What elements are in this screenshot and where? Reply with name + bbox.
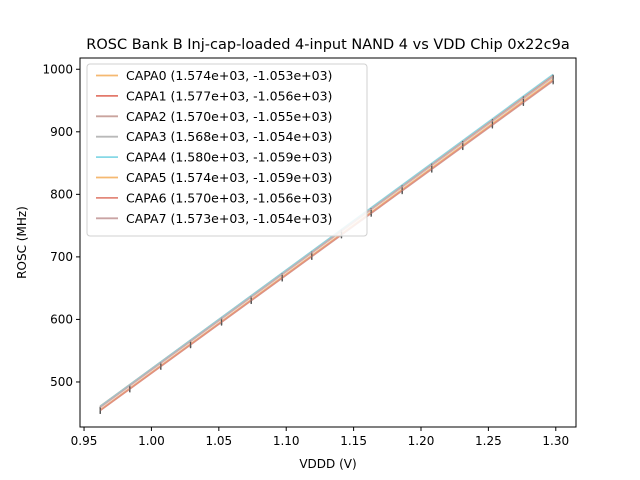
x-tick-label: 1.20	[408, 434, 435, 448]
legend-entry-capa1: CAPA1 (1.577e+03, -1.056e+03)	[96, 88, 332, 103]
series-line	[99, 79, 554, 412]
series-layer	[99, 73, 554, 414]
legend-label: CAPA7 (1.573e+03, -1.054e+03)	[126, 211, 332, 226]
y-tick-label: 800	[50, 187, 73, 201]
y-axis-label: ROSC (MHz)	[15, 206, 29, 279]
legend-entry-capa5: CAPA5 (1.574e+03, -1.059e+03)	[96, 170, 332, 185]
series-line	[99, 76, 554, 409]
legend-entry-capa2: CAPA2 (1.570e+03, -1.055e+03)	[96, 109, 332, 124]
y-axis: 500 600 700 800 900 1000	[42, 62, 80, 389]
y-tick-label: 500	[50, 375, 73, 389]
legend-label: CAPA1 (1.577e+03, -1.056e+03)	[126, 88, 332, 103]
x-tick-label: 0.95	[71, 434, 98, 448]
legend-entry-capa3: CAPA3 (1.568e+03, -1.054e+03)	[96, 129, 332, 144]
chart-title: ROSC Bank B Inj-cap-loaded 4-input NAND …	[86, 37, 569, 53]
x-tick-label: 1.05	[205, 434, 232, 448]
x-tick-label: 1.00	[138, 434, 165, 448]
x-axis-label: VDDD (V)	[299, 457, 356, 471]
x-axis: 0.95 1.00 1.05 1.10 1.15 1.20 1.25 1.30	[71, 427, 569, 448]
legend-label: CAPA3 (1.568e+03, -1.054e+03)	[126, 129, 332, 144]
y-tick-label: 900	[50, 125, 73, 139]
legend-label: CAPA5 (1.574e+03, -1.059e+03)	[126, 170, 332, 185]
x-tick-label: 1.30	[542, 434, 569, 448]
series-line	[99, 73, 554, 408]
y-tick-label: 700	[50, 250, 73, 264]
legend-entry-capa6: CAPA6 (1.570e+03, -1.056e+03)	[96, 190, 332, 205]
legend-label: CAPA0 (1.574e+03, -1.053e+03)	[126, 68, 332, 83]
legend-items: CAPA0 (1.574e+03, -1.053e+03) CAPA1 (1.57…	[96, 68, 332, 226]
legend: CAPA0 (1.574e+03, -1.053e+03) CAPA1 (1.57…	[86, 63, 368, 237]
legend-label: CAPA2 (1.570e+03, -1.055e+03)	[126, 109, 332, 124]
legend-entry-capa0: CAPA0 (1.574e+03, -1.053e+03)	[96, 68, 332, 83]
plot-frame	[79, 57, 577, 428]
y-tick-label: 1000	[42, 62, 73, 76]
legend-label: CAPA4 (1.580e+03, -1.059e+03)	[126, 150, 332, 165]
y-tick-label: 600	[50, 312, 73, 326]
series-capa7	[99, 76, 554, 411]
legend-entry-capa7: CAPA7 (1.573e+03, -1.054e+03)	[96, 211, 332, 226]
x-tick-label: 1.15	[340, 434, 367, 448]
legend-entry-capa4: CAPA4 (1.580e+03, -1.059e+03)	[96, 150, 332, 165]
x-tick-label: 1.10	[273, 434, 300, 448]
legend-frame	[86, 63, 368, 237]
x-tick-label: 1.25	[475, 434, 502, 448]
legend-label: CAPA6 (1.570e+03, -1.056e+03)	[126, 190, 332, 205]
series-capa6	[99, 79, 554, 414]
